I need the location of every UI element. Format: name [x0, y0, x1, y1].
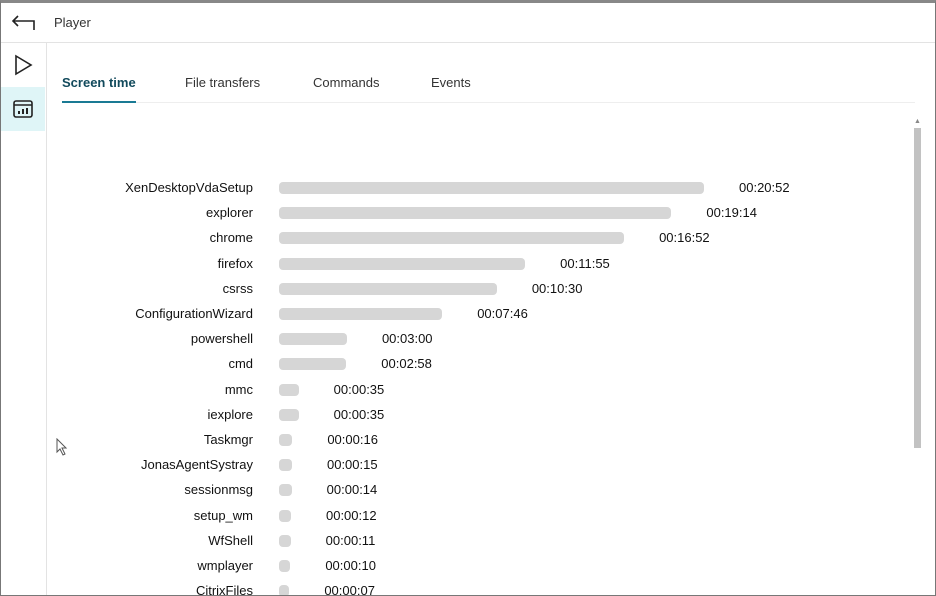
bar-label: powershell: [190, 331, 253, 347]
bar-value-label: 00:00:16: [327, 432, 378, 447]
bar: [279, 459, 292, 472]
top-bar: Player: [1, 3, 935, 43]
bar: [279, 308, 443, 320]
bar-label: ConfigurationWizard: [135, 306, 253, 321]
bar-value-label: 00:11:55: [560, 255, 610, 271]
bar-label: csrss: [222, 280, 253, 296]
bar-value-label: 00:16:52: [659, 230, 710, 246]
tab-screen-time[interactable]: Screen time: [62, 75, 136, 103]
bar: [279, 434, 293, 446]
bar-label: setup_wm: [193, 507, 253, 523]
bar-label: WfShell: [208, 532, 253, 548]
bar-value-label: 00:02:58: [381, 356, 432, 372]
bar-label: chrome: [209, 230, 253, 246]
bar-value-label: 00:00:35: [333, 406, 385, 422]
screen-time-chart: XenDesktopVdaSetup 00:20:52 explorer 00:19:…: [47, 113, 907, 596]
bar: [279, 257, 526, 270]
bar: [279, 484, 292, 497]
scrollbar-thumb[interactable]: [914, 128, 921, 448]
bar-value-label: 00:00:12: [325, 507, 377, 523]
bar-label: sessionmsg: [184, 482, 253, 498]
bar: [279, 509, 291, 522]
back-button[interactable]: [1, 3, 47, 43]
sidebar-item-play[interactable]: [1, 43, 45, 87]
bar-label: firefox: [217, 255, 253, 271]
page-title: Player: [54, 15, 91, 30]
bar: [279, 182, 704, 194]
bar-value-label: 00:00:07: [324, 583, 375, 596]
sidebar: [1, 43, 47, 595]
scroll-up-icon[interactable]: ▲: [914, 118, 921, 125]
bar: [279, 207, 672, 220]
tab-commands[interactable]: Commands: [313, 75, 380, 90]
bar-value-label: 00:10:30: [531, 280, 583, 296]
bar: [279, 358, 347, 371]
bar-value-label: 00:19:14: [706, 205, 757, 221]
bar: [279, 383, 299, 396]
scrollbar[interactable]: ▲: [913, 118, 922, 595]
bar-value-label: 00:00:10: [325, 558, 376, 573]
bar-value-label: 00:00:15: [326, 457, 378, 473]
bar-label: XenDesktopVdaSetup: [125, 180, 253, 195]
bar-label: JonasAgentSystray: [140, 457, 253, 473]
play-icon: [15, 54, 33, 76]
bar: [279, 333, 347, 346]
bar-value-label: 00:03:00: [381, 331, 433, 347]
bar: [279, 560, 291, 572]
bar-label: Taskmgr: [203, 432, 253, 447]
mouse-cursor-icon: [56, 438, 68, 456]
bar-label: mmc: [224, 381, 253, 397]
sidebar-item-insights[interactable]: [1, 87, 45, 131]
bar-value-label: 00:07:46: [477, 306, 528, 321]
dashboard-chart-icon: [13, 100, 33, 118]
bar: [279, 534, 291, 547]
tab-bar: Screen time File transfers Commands Even…: [62, 61, 915, 103]
bar-label: wmplayer: [197, 558, 253, 573]
tab-events[interactable]: Events: [431, 75, 471, 90]
bar: [279, 232, 625, 245]
bar: [279, 408, 299, 421]
bar: [279, 585, 290, 595]
bar-label: iexplore: [207, 406, 253, 422]
bar-label: cmd: [228, 356, 253, 372]
bar-value-label: 00:00:11: [325, 532, 376, 548]
tab-file-transfers[interactable]: File transfers: [185, 75, 261, 90]
bar-value-label: 00:00:14: [326, 482, 378, 498]
back-arrow-icon: [11, 14, 35, 30]
bar: [279, 282, 497, 295]
bar-value-label: 00:00:35: [333, 381, 385, 397]
bar-label: explorer: [206, 205, 253, 221]
bar-value-label: 00:20:52: [739, 180, 790, 195]
bar-label: CitrixFiles: [195, 583, 253, 596]
